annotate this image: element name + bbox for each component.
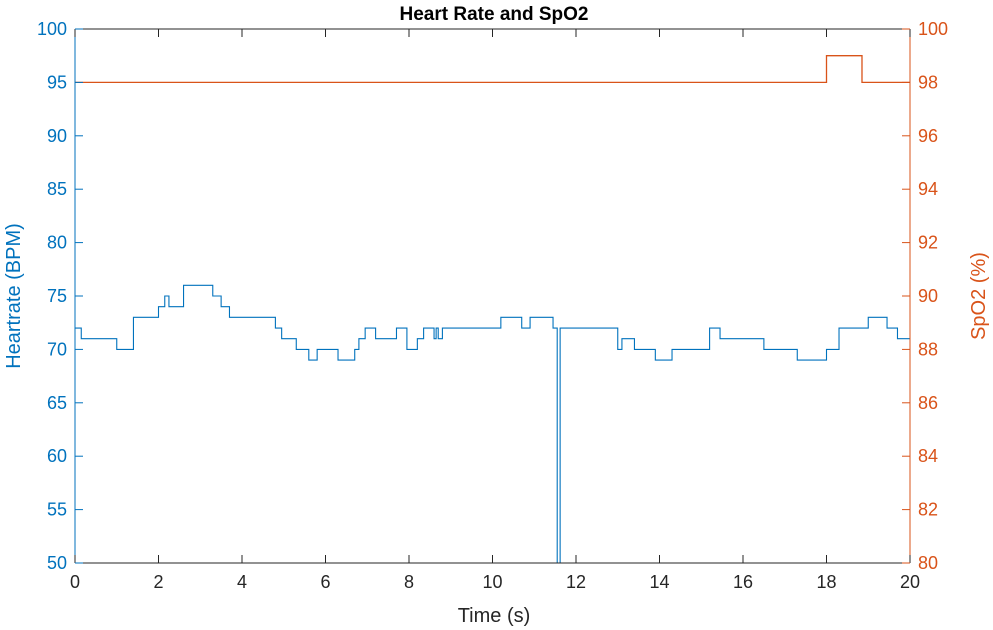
left-y-tick-label: 85	[47, 179, 67, 199]
x-tick-label: 0	[70, 572, 80, 592]
right-y-tick-label: 90	[918, 286, 938, 306]
left-y-tick-label: 75	[47, 286, 67, 306]
plot-area	[75, 29, 910, 563]
heartrate-series-line	[75, 284, 910, 564]
x-tick-label: 20	[900, 572, 920, 592]
right-y-tick-label: 98	[918, 72, 938, 92]
right-y-tick-label: 100	[918, 19, 948, 39]
x-axis-label: Time (s)	[458, 605, 531, 627]
left-y-tick-label: 70	[47, 339, 67, 359]
right-y-tick-label: 84	[918, 446, 938, 466]
left-y-tick-label: 50	[47, 553, 67, 573]
right-y-tick-label: 80	[918, 553, 938, 573]
x-tick-label: 4	[237, 572, 247, 592]
x-tick-label: 14	[649, 572, 669, 592]
x-tick-label: 12	[566, 572, 586, 592]
right-y-tick-label: 94	[918, 179, 938, 199]
left-y-tick-label: 100	[37, 19, 67, 39]
left-y-tick-label: 65	[47, 393, 67, 413]
x-tick-label: 10	[482, 572, 502, 592]
left-y-tick-label: 55	[47, 500, 67, 520]
right-y-axis-label: SpO2 (%)	[968, 252, 990, 340]
left-y-axis-label: Heartrate (BPM)	[3, 223, 25, 369]
x-tick-label: 6	[320, 572, 330, 592]
left-y-tick-label: 60	[47, 446, 67, 466]
x-tick-label: 18	[816, 572, 836, 592]
left-y-tick-label: 95	[47, 72, 67, 92]
x-tick-label: 8	[404, 572, 414, 592]
chart-title: Heart Rate and SpO2	[400, 4, 589, 25]
spo2-series-line	[75, 55, 910, 84]
right-y-tick-label: 88	[918, 339, 938, 359]
right-y-tick-label: 92	[918, 233, 938, 253]
left-y-tick-label: 90	[47, 126, 67, 146]
x-tick-label: 16	[733, 572, 753, 592]
right-y-tick-label: 86	[918, 393, 938, 413]
right-y-tick-label: 82	[918, 500, 938, 520]
right-y-tick-label: 96	[918, 126, 938, 146]
left-y-tick-label: 80	[47, 233, 67, 253]
x-tick-label: 2	[153, 572, 163, 592]
